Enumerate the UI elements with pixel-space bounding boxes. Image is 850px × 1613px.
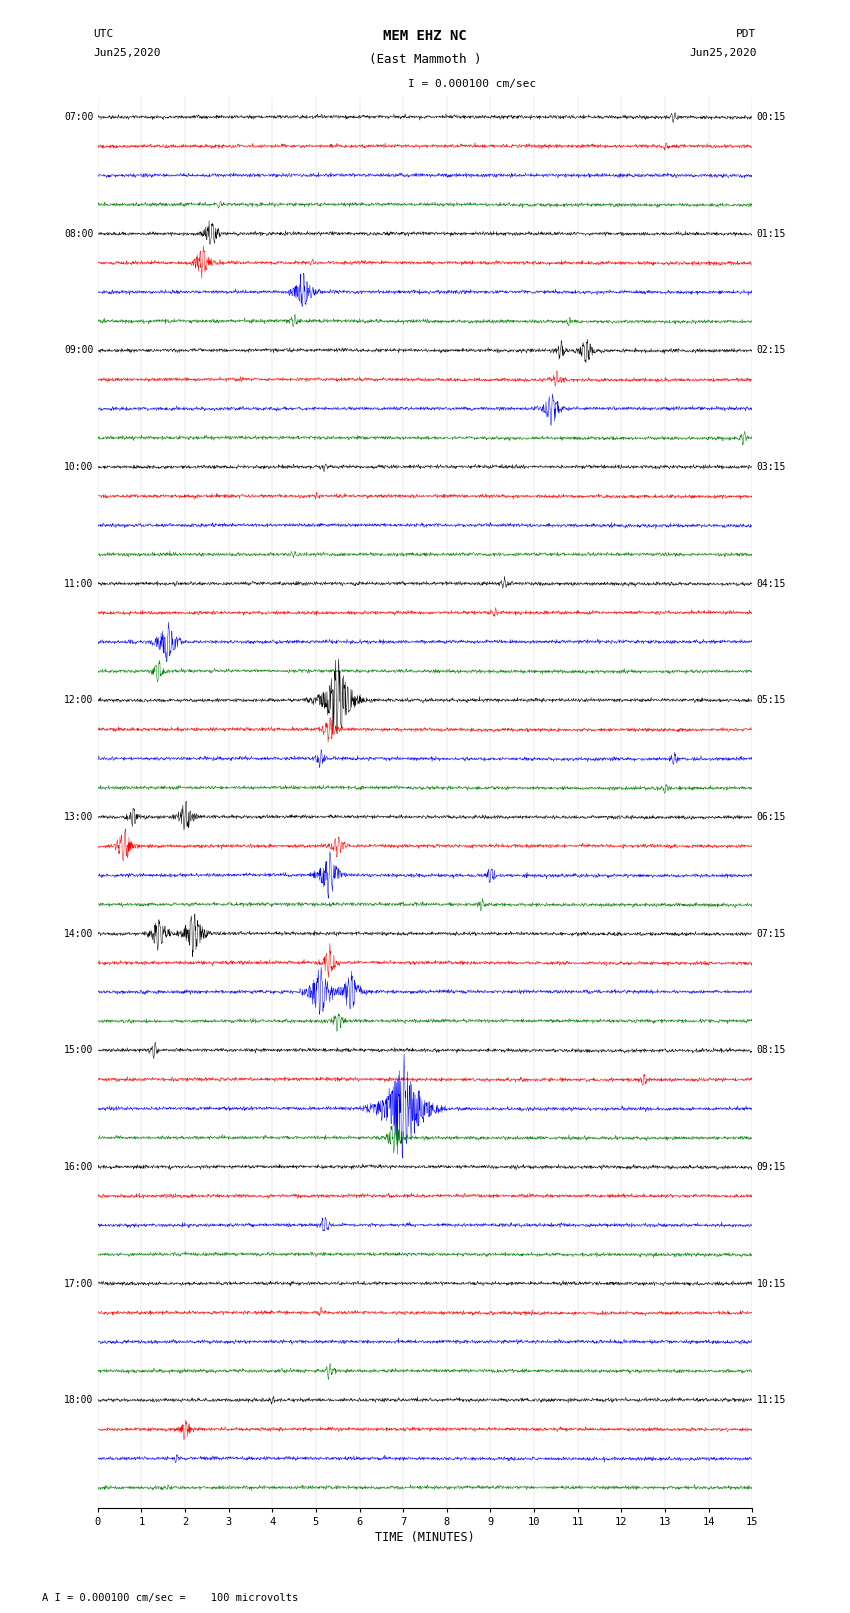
Text: 11:15: 11:15 <box>756 1395 786 1405</box>
Text: 15:00: 15:00 <box>64 1045 94 1055</box>
Text: 11:00: 11:00 <box>64 579 94 589</box>
Text: MEM EHZ NC: MEM EHZ NC <box>383 29 467 44</box>
Text: 13:00: 13:00 <box>64 811 94 823</box>
Text: 07:00: 07:00 <box>64 113 94 123</box>
Text: I = 0.000100 cm/sec: I = 0.000100 cm/sec <box>408 79 536 89</box>
Text: (East Mammoth ): (East Mammoth ) <box>369 53 481 66</box>
Text: 09:00: 09:00 <box>64 345 94 355</box>
Text: 17:00: 17:00 <box>64 1279 94 1289</box>
Text: 00:15: 00:15 <box>756 113 786 123</box>
X-axis label: TIME (MINUTES): TIME (MINUTES) <box>375 1531 475 1544</box>
Text: PDT: PDT <box>736 29 756 39</box>
Text: UTC: UTC <box>94 29 114 39</box>
Text: 16:00: 16:00 <box>64 1161 94 1173</box>
Text: 01:15: 01:15 <box>756 229 786 239</box>
Text: A I = 0.000100 cm/sec =    100 microvolts: A I = 0.000100 cm/sec = 100 microvolts <box>42 1594 298 1603</box>
Text: 09:15: 09:15 <box>756 1161 786 1173</box>
Text: 08:15: 08:15 <box>756 1045 786 1055</box>
Text: 02:15: 02:15 <box>756 345 786 355</box>
Text: Jun25,2020: Jun25,2020 <box>689 48 756 58</box>
Text: 04:15: 04:15 <box>756 579 786 589</box>
Text: 18:00: 18:00 <box>64 1395 94 1405</box>
Text: 07:15: 07:15 <box>756 929 786 939</box>
Text: 05:15: 05:15 <box>756 695 786 705</box>
Text: 12:00: 12:00 <box>64 695 94 705</box>
Text: 14:00: 14:00 <box>64 929 94 939</box>
Text: 10:00: 10:00 <box>64 461 94 473</box>
Text: 03:15: 03:15 <box>756 461 786 473</box>
Text: 08:00: 08:00 <box>64 229 94 239</box>
Text: 10:15: 10:15 <box>756 1279 786 1289</box>
Text: 06:15: 06:15 <box>756 811 786 823</box>
Text: Jun25,2020: Jun25,2020 <box>94 48 161 58</box>
